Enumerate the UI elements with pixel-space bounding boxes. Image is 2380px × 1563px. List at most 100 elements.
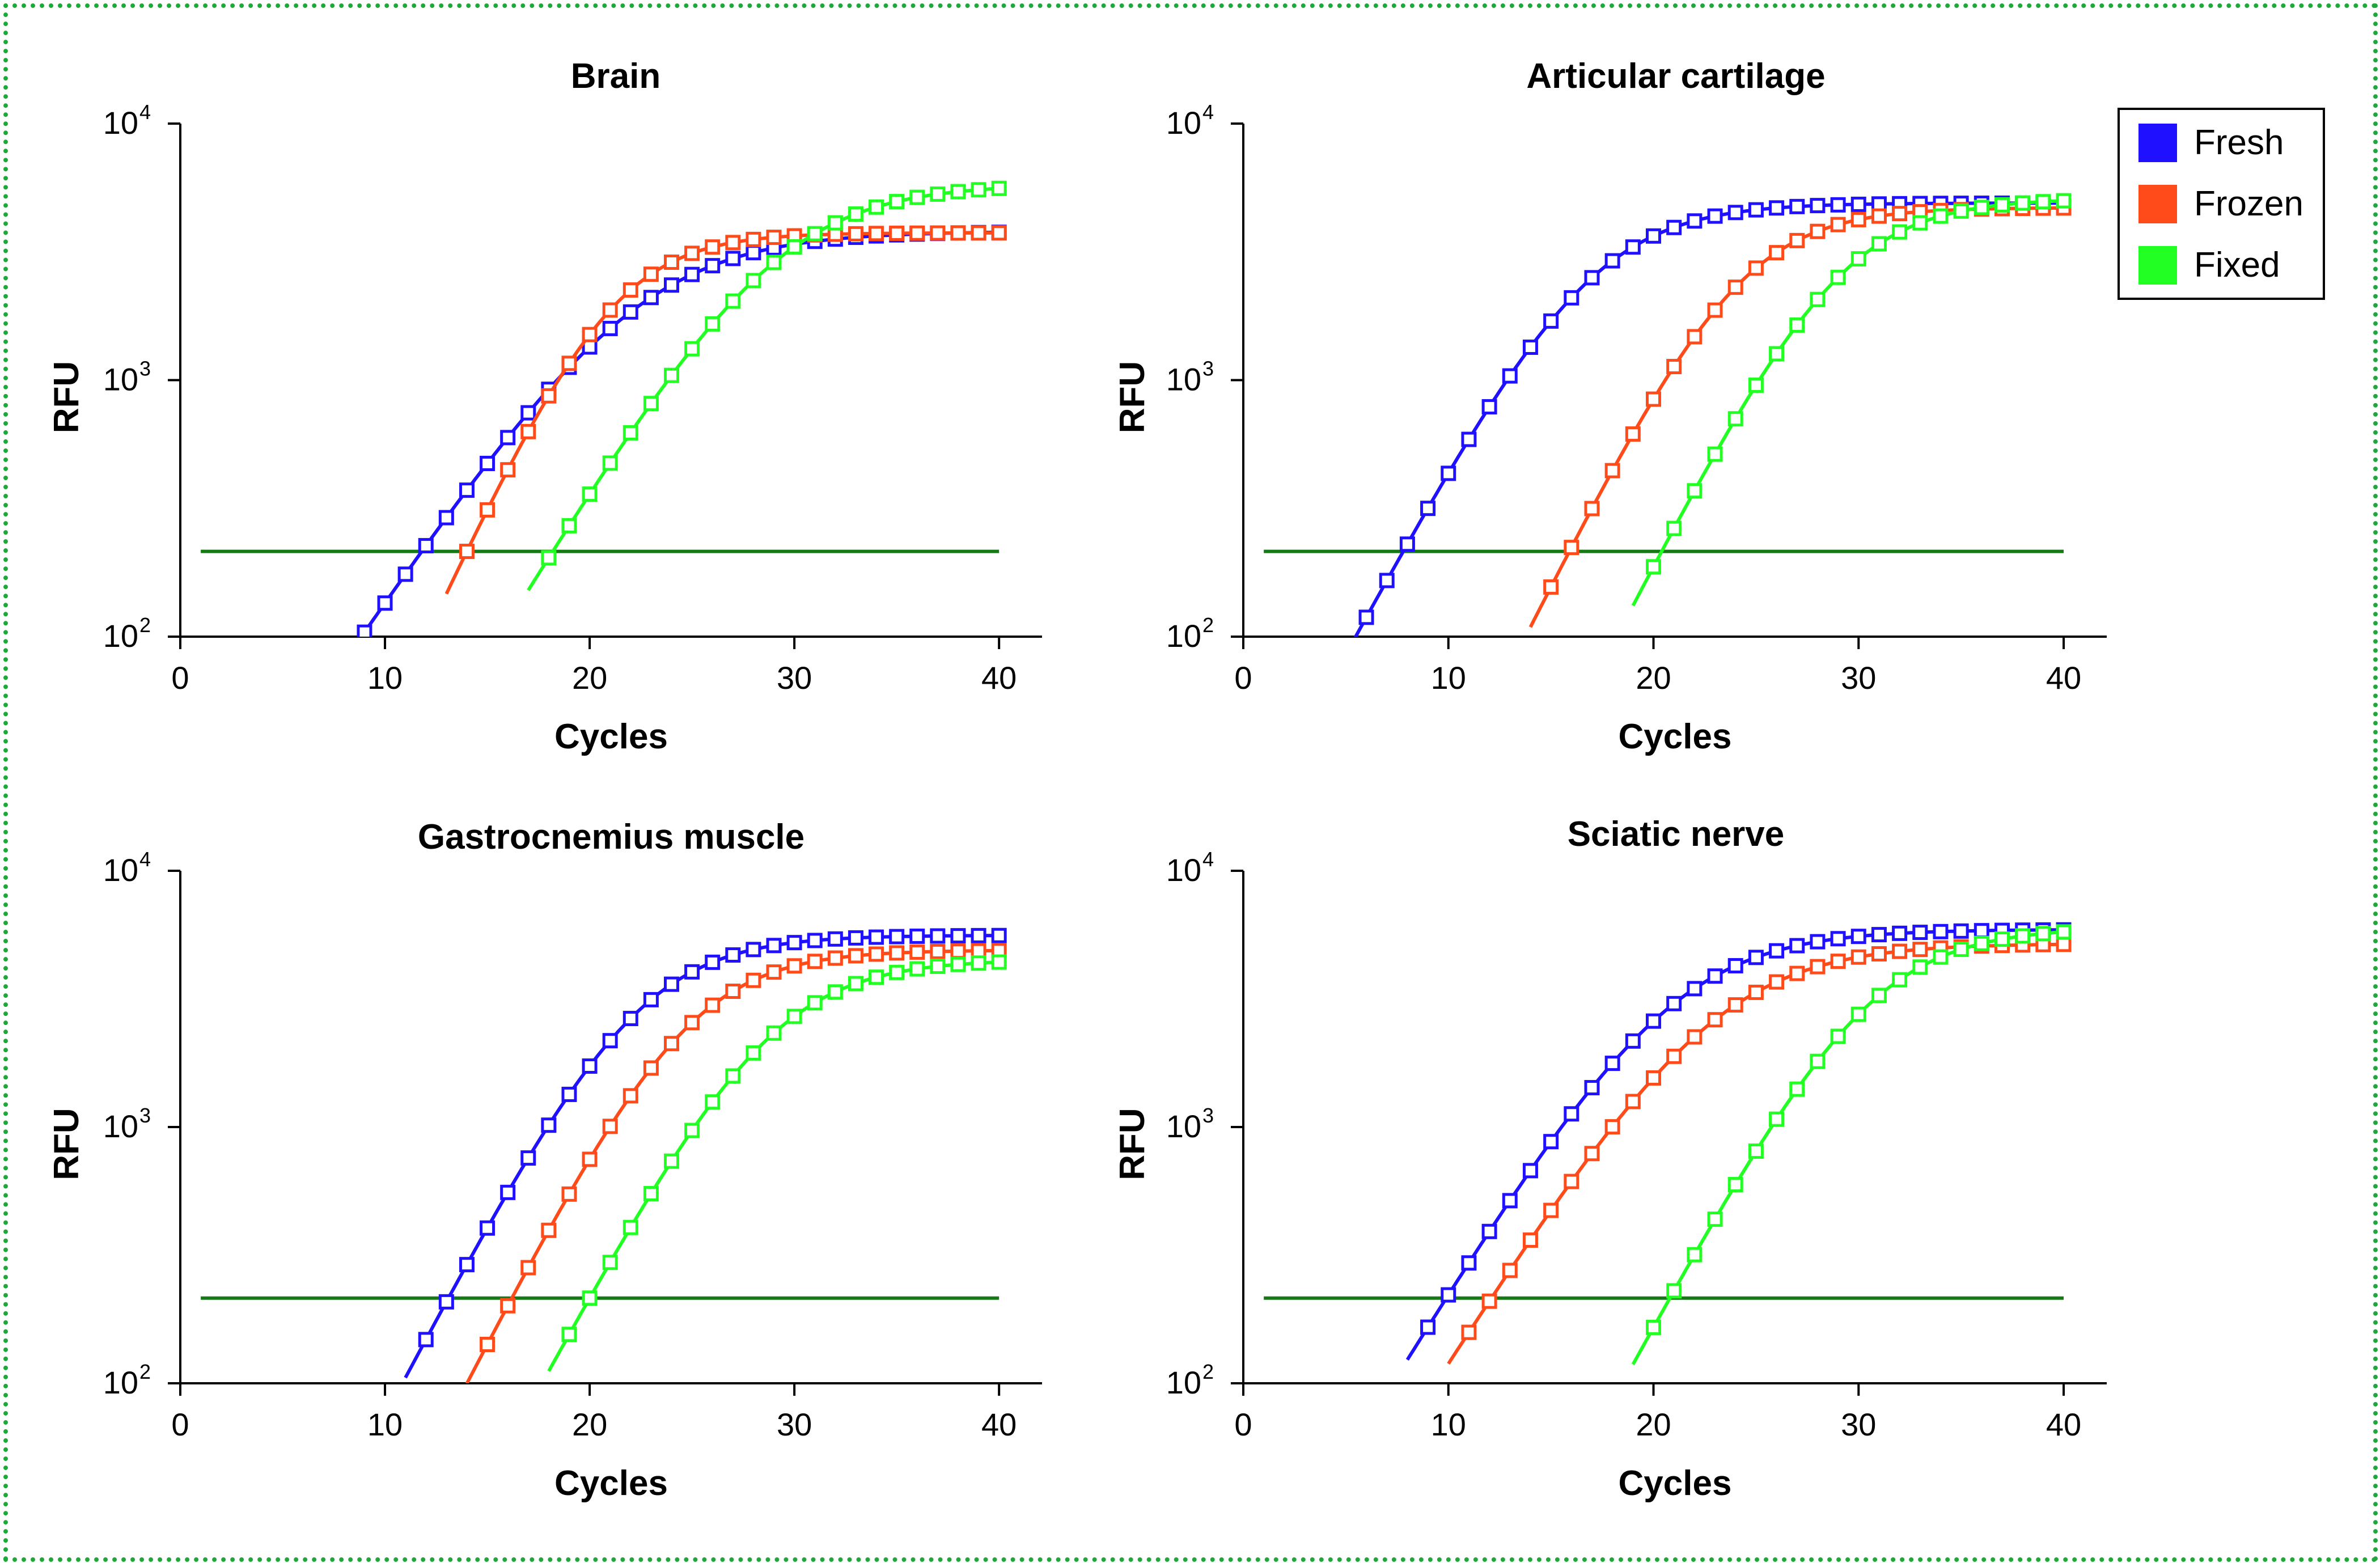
series-fresh bbox=[357, 225, 1007, 637]
data-point bbox=[930, 225, 946, 241]
data-point bbox=[1953, 203, 1969, 219]
data-point bbox=[561, 518, 577, 533]
x-tick-label: 40 bbox=[981, 1407, 1017, 1442]
data-point bbox=[1707, 1012, 1723, 1028]
data-point bbox=[725, 235, 741, 251]
x-axis-label: Cycles bbox=[554, 1464, 668, 1503]
data-point bbox=[766, 230, 782, 245]
series-fresh bbox=[1353, 195, 2072, 637]
data-point bbox=[622, 1219, 638, 1235]
data-point bbox=[1543, 1202, 1559, 1218]
data-point bbox=[1892, 925, 1908, 941]
data-point bbox=[766, 938, 782, 954]
data-point bbox=[1584, 1080, 1600, 1096]
data-point bbox=[664, 976, 680, 992]
data-point bbox=[1892, 943, 1908, 959]
data-point bbox=[1789, 198, 1805, 214]
data-point bbox=[541, 1117, 557, 1133]
data-point bbox=[1769, 943, 1785, 959]
data-point bbox=[664, 1036, 680, 1052]
data-point bbox=[1646, 228, 1662, 244]
data-point bbox=[1974, 923, 1989, 939]
data-point bbox=[1727, 958, 1743, 973]
data-point bbox=[377, 595, 393, 611]
data-point bbox=[602, 1119, 618, 1134]
data-point bbox=[622, 304, 638, 320]
series-frozen bbox=[465, 943, 1007, 1383]
data-point bbox=[725, 293, 741, 309]
data-point bbox=[1564, 540, 1579, 556]
data-point bbox=[602, 302, 618, 318]
data-point bbox=[1850, 196, 1866, 212]
data-point bbox=[643, 992, 659, 1007]
data-point bbox=[950, 928, 966, 944]
data-point bbox=[746, 1045, 761, 1061]
x-axis-label: Cycles bbox=[1619, 1464, 1732, 1503]
data-point bbox=[930, 928, 946, 944]
legend-swatch-fixed bbox=[2138, 246, 2177, 285]
data-point bbox=[1912, 215, 1928, 231]
data-point bbox=[1850, 1006, 1866, 1022]
data-point bbox=[909, 225, 925, 241]
y-tick-label: 10 bbox=[103, 105, 138, 141]
data-point bbox=[807, 933, 823, 948]
data-point bbox=[869, 969, 884, 985]
data-point bbox=[643, 1185, 659, 1201]
data-point bbox=[1564, 290, 1579, 306]
data-point bbox=[827, 931, 843, 947]
data-point bbox=[1666, 1283, 1682, 1299]
data-point bbox=[1748, 202, 1764, 218]
data-point bbox=[2015, 928, 2031, 944]
data-point bbox=[684, 964, 700, 980]
data-point bbox=[869, 199, 884, 215]
data-point bbox=[1584, 270, 1600, 286]
data-point bbox=[848, 930, 863, 946]
data-point bbox=[950, 943, 966, 959]
data-point bbox=[786, 239, 802, 255]
legend: Fresh Frozen Fixed bbox=[2118, 108, 2325, 300]
data-point bbox=[848, 226, 863, 242]
data-point bbox=[480, 1220, 496, 1236]
series-line-fresh bbox=[359, 230, 1000, 637]
data-point bbox=[1646, 559, 1662, 575]
data-point bbox=[2015, 195, 2031, 211]
data-point bbox=[1871, 988, 1887, 1003]
data-point bbox=[705, 258, 721, 274]
x-tick-label: 0 bbox=[171, 1407, 189, 1442]
data-point bbox=[991, 927, 1007, 943]
data-point bbox=[1769, 974, 1785, 990]
data-point bbox=[1625, 1033, 1641, 1049]
data-point bbox=[1707, 1212, 1723, 1227]
data-point bbox=[1789, 232, 1805, 248]
data-point bbox=[725, 983, 741, 999]
data-point bbox=[1646, 1013, 1662, 1029]
data-point bbox=[418, 538, 434, 554]
data-point bbox=[1871, 946, 1887, 961]
data-point bbox=[1481, 399, 1497, 415]
data-point bbox=[1789, 938, 1805, 954]
data-point bbox=[1830, 217, 1846, 232]
x-tick-label: 40 bbox=[2046, 1407, 2081, 1442]
data-point bbox=[1789, 965, 1805, 981]
data-point bbox=[1953, 942, 1969, 958]
data-point bbox=[1687, 483, 1703, 499]
data-point bbox=[705, 1094, 721, 1110]
data-point bbox=[1687, 213, 1703, 229]
data-point bbox=[541, 1222, 557, 1238]
data-point bbox=[1399, 536, 1415, 552]
data-point bbox=[438, 1294, 454, 1310]
data-point bbox=[1727, 997, 1743, 1013]
data-point bbox=[480, 455, 496, 471]
series-fresh bbox=[1405, 922, 2072, 1361]
y-tick-exponent: 4 bbox=[139, 100, 151, 124]
y-tick-label: 10 bbox=[1166, 105, 1201, 141]
data-point bbox=[1871, 927, 1887, 943]
data-point bbox=[1810, 934, 1826, 950]
y-tick-label: 10 bbox=[1166, 1365, 1201, 1400]
y-tick-label: 10 bbox=[103, 1365, 138, 1400]
data-point bbox=[807, 226, 823, 242]
data-point bbox=[1543, 313, 1559, 329]
data-point bbox=[418, 1332, 434, 1348]
x-tick-label: 20 bbox=[572, 660, 607, 696]
